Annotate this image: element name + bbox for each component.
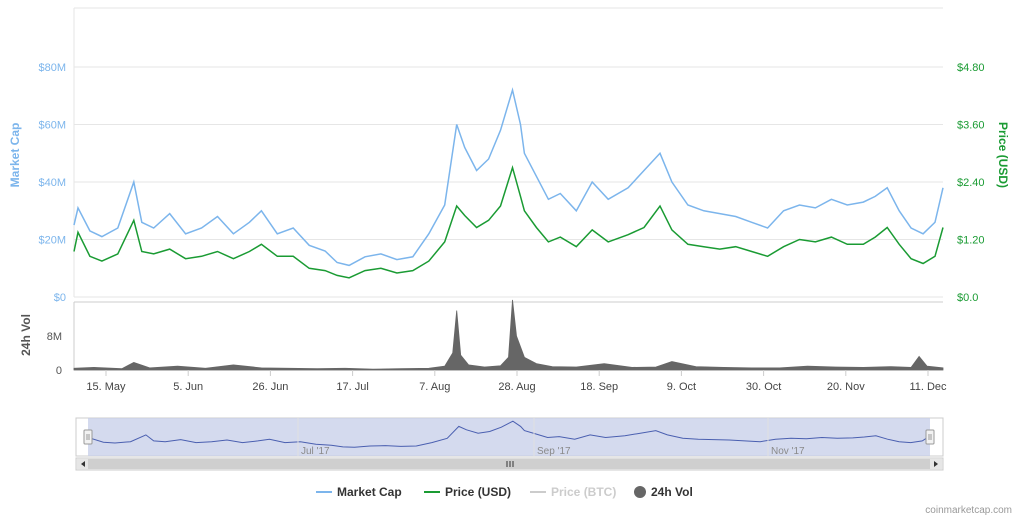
x-tick-label: 11. Dec <box>909 381 947 393</box>
right-tick-label: $0.0 <box>957 292 978 304</box>
legend-label: Market Cap <box>337 485 402 499</box>
x-tick-label: 30. Oct <box>746 381 781 393</box>
left-axis-title: Market Cap <box>8 123 22 188</box>
x-tick-label: 5. Jun <box>173 381 203 393</box>
chevron-left-icon <box>81 461 85 467</box>
legend-dot-symbol <box>634 486 646 498</box>
volume-series-layer <box>73 299 944 371</box>
range-navigator[interactable]: Jul '17 Sep '17 Nov '17 <box>75 417 944 471</box>
x-axis-ticks: 15. May 5. Jun 26. Jun 17. Jul 7. Aug 28. Aug… <box>86 370 947 393</box>
x-tick-label: 18. Sep <box>580 381 618 393</box>
legend-24h-vol[interactable]: 24h Vol <box>634 485 693 499</box>
left-tick-label: $40M <box>38 177 66 189</box>
left-tick-label: $20M <box>38 235 66 247</box>
x-tick-label: 7. Aug <box>419 381 450 393</box>
navigator-series-line <box>87 420 931 448</box>
x-tick-label: 28. Aug <box>498 381 535 393</box>
chevron-right-icon <box>934 461 938 467</box>
navigator-tick-label: Sep '17 <box>537 446 571 457</box>
right-axis-title: Price (USD) <box>996 122 1010 188</box>
x-tick-label: 20. Nov <box>827 381 865 393</box>
legend-market-cap[interactable]: Market Cap <box>316 485 402 499</box>
right-axis-ticks: $0.0 $1.20 $2.40 $3.60 $4.80 <box>957 62 985 304</box>
legend-label: Price (USD) <box>445 485 511 499</box>
right-tick-label: $2.40 <box>957 177 985 189</box>
price-usd-line <box>73 164 944 279</box>
x-tick-label: 15. May <box>86 381 126 393</box>
x-tick-label: 9. Oct <box>667 381 696 393</box>
navigator-right-handle[interactable] <box>925 429 935 445</box>
legend-price-usd[interactable]: Price (USD) <box>424 485 511 499</box>
x-tick-label: 26. Jun <box>252 381 288 393</box>
navigator-selection[interactable] <box>88 418 930 456</box>
navigator-tick-label: Nov '17 <box>771 446 805 457</box>
volume-tick-label: 8M <box>47 331 62 343</box>
market-cap-line <box>73 87 944 267</box>
left-axis-ticks: $0 $20M $40M $60M $80M <box>38 62 66 304</box>
legend-label: 24h Vol <box>651 485 693 499</box>
legend-price-btc[interactable]: Price (BTC) <box>530 485 616 499</box>
volume-axis-title: 24h Vol <box>19 314 33 356</box>
navigator-tick-label: Jul '17 <box>301 446 330 457</box>
left-tick-label: $80M <box>38 62 66 74</box>
right-tick-label: $1.20 <box>957 235 985 247</box>
chart-legend: Market Cap Price (USD) Price (BTC) 24h Vol <box>316 485 693 499</box>
left-tick-label: $0 <box>54 292 66 304</box>
scrollbar-thumb[interactable] <box>88 459 930 469</box>
left-tick-label: $60M <box>38 120 66 132</box>
volume-area <box>73 299 944 371</box>
price-series-layer <box>73 87 944 279</box>
volume-tick-label: 0 <box>56 365 62 377</box>
legend-label: Price (BTC) <box>551 485 616 499</box>
volume-axis-ticks: 0 8M <box>47 331 62 377</box>
gridlines <box>73 7 943 371</box>
x-tick-label: 17. Jul <box>336 381 368 393</box>
right-tick-label: $3.60 <box>957 120 985 132</box>
navigator-left-handle[interactable] <box>83 429 93 445</box>
credit-link[interactable]: coinmarketcap.com <box>925 505 1012 516</box>
right-tick-label: $4.80 <box>957 62 985 74</box>
